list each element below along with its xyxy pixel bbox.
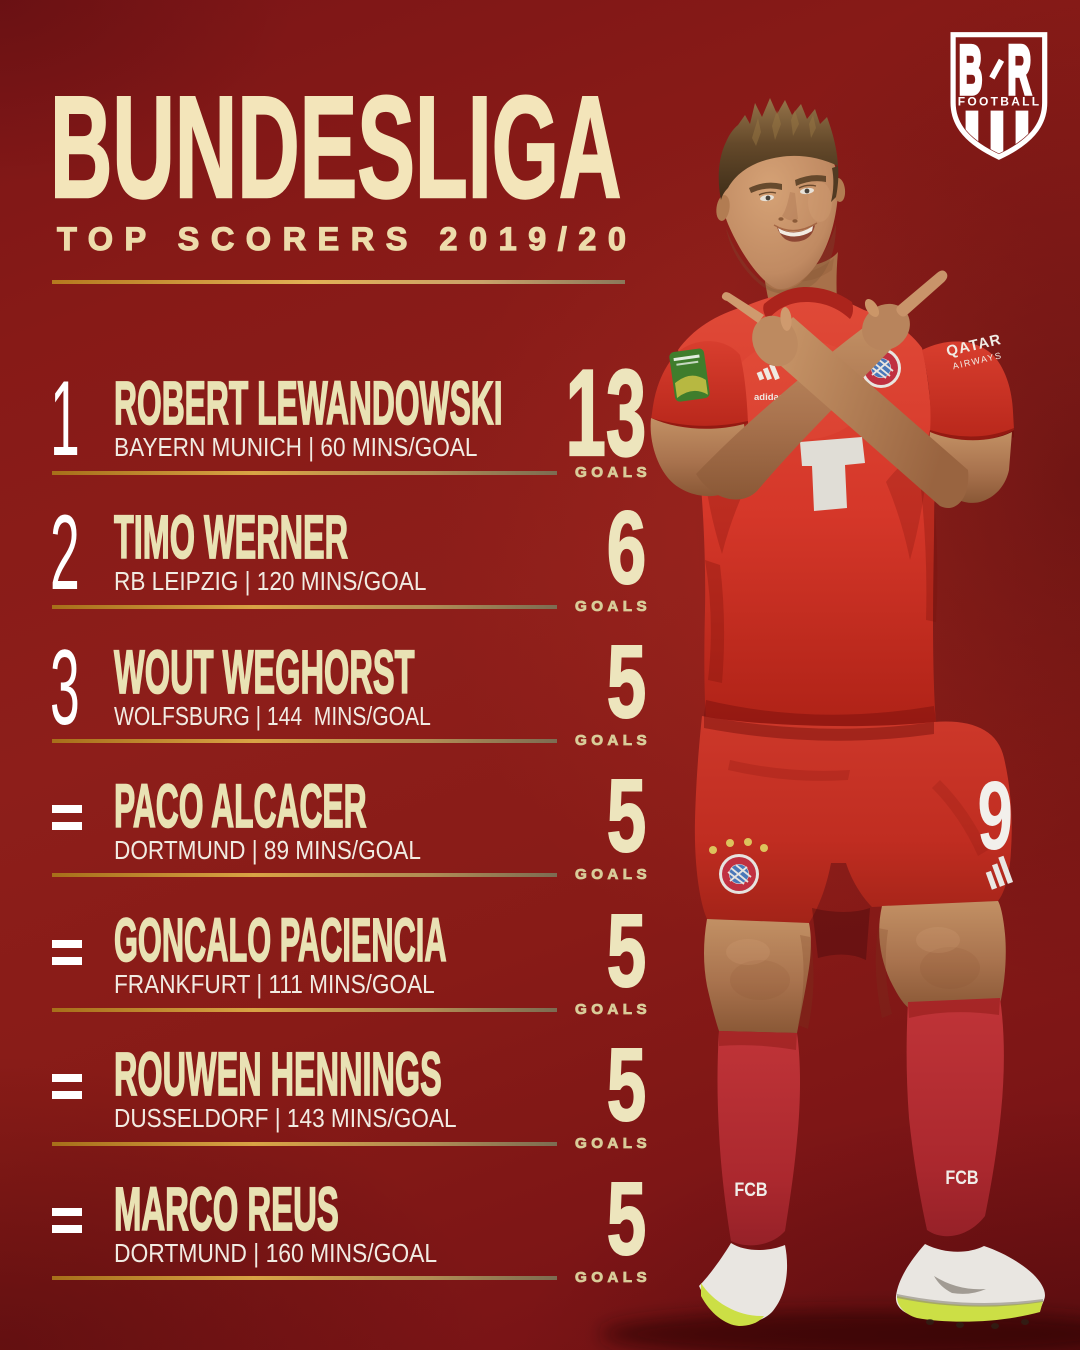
svg-text:R: R <box>1007 32 1031 108</box>
svg-text:B: B <box>959 32 983 108</box>
svg-text:9: 9 <box>977 763 1013 870</box>
svg-text:FCB: FCB <box>945 1167 978 1189</box>
svg-text:FOOTBALL: FOOTBALL <box>958 95 1042 109</box>
svg-text:adidas: adidas <box>754 392 784 403</box>
svg-text:FCB: FCB <box>734 1179 767 1201</box>
